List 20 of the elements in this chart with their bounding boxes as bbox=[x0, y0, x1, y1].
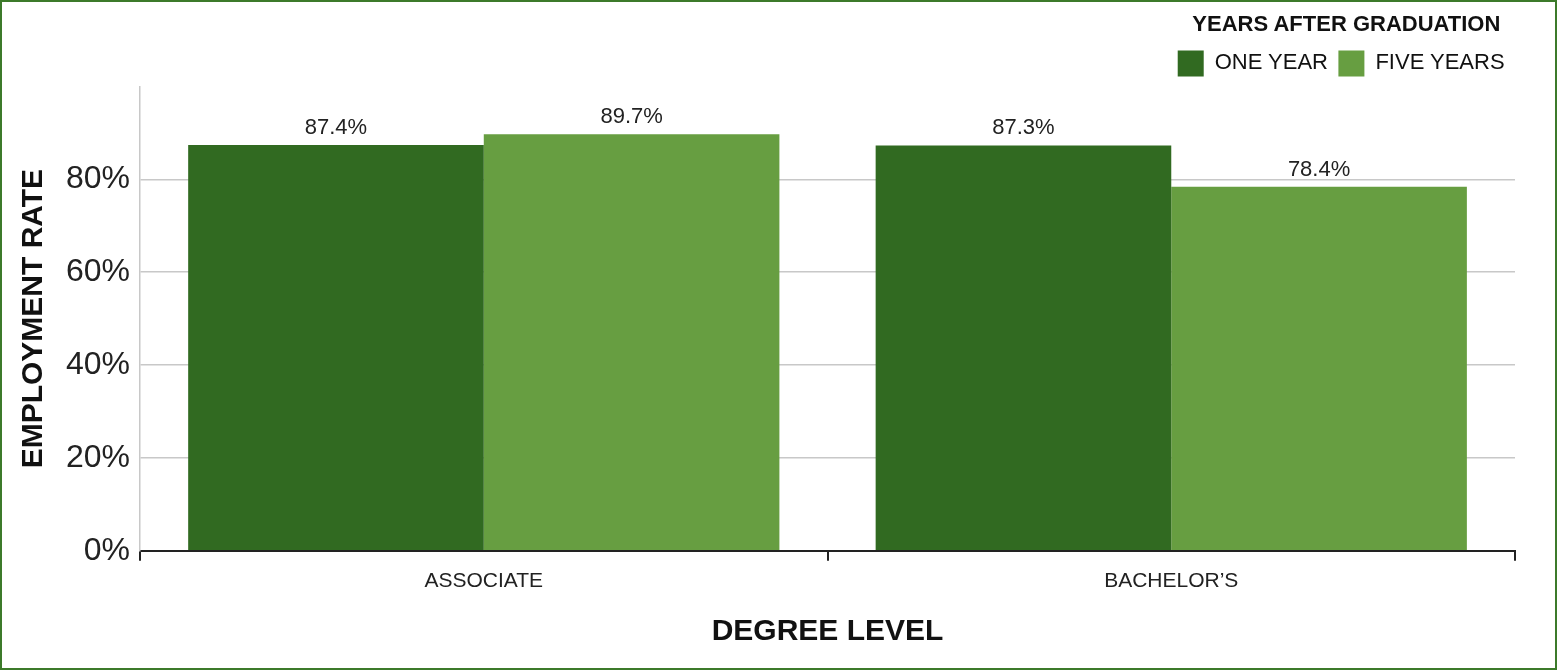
legend-label: ONE YEAR bbox=[1214, 49, 1329, 75]
y-tick-label: 0% bbox=[83, 530, 131, 567]
y-tick-label: 20% bbox=[66, 437, 131, 474]
y-tick-label: 80% bbox=[66, 159, 131, 196]
bar bbox=[1171, 186, 1467, 551]
x-axis-title: DEGREE LEVEL bbox=[711, 613, 944, 647]
data-label: 89.7% bbox=[600, 103, 663, 129]
data-label: 78.4% bbox=[1287, 155, 1351, 181]
data-label: 87.3% bbox=[992, 114, 1055, 140]
data-label: 87.4% bbox=[304, 113, 368, 139]
bar bbox=[483, 134, 780, 551]
y-tick-label: 40% bbox=[66, 344, 131, 381]
legend-label: FIVE YEARS bbox=[1375, 49, 1505, 75]
y-tick-label: 60% bbox=[66, 251, 131, 288]
x-tick-label: BACHELOR’S bbox=[1104, 568, 1239, 592]
x-tick-label: ASSOCIATE bbox=[424, 568, 544, 592]
bar bbox=[188, 144, 484, 551]
legend-title: YEARS AFTER GRADUATION bbox=[1192, 11, 1501, 37]
bar bbox=[875, 145, 1172, 551]
y-axis-title: EMPLOYMENT RATE bbox=[15, 168, 49, 469]
